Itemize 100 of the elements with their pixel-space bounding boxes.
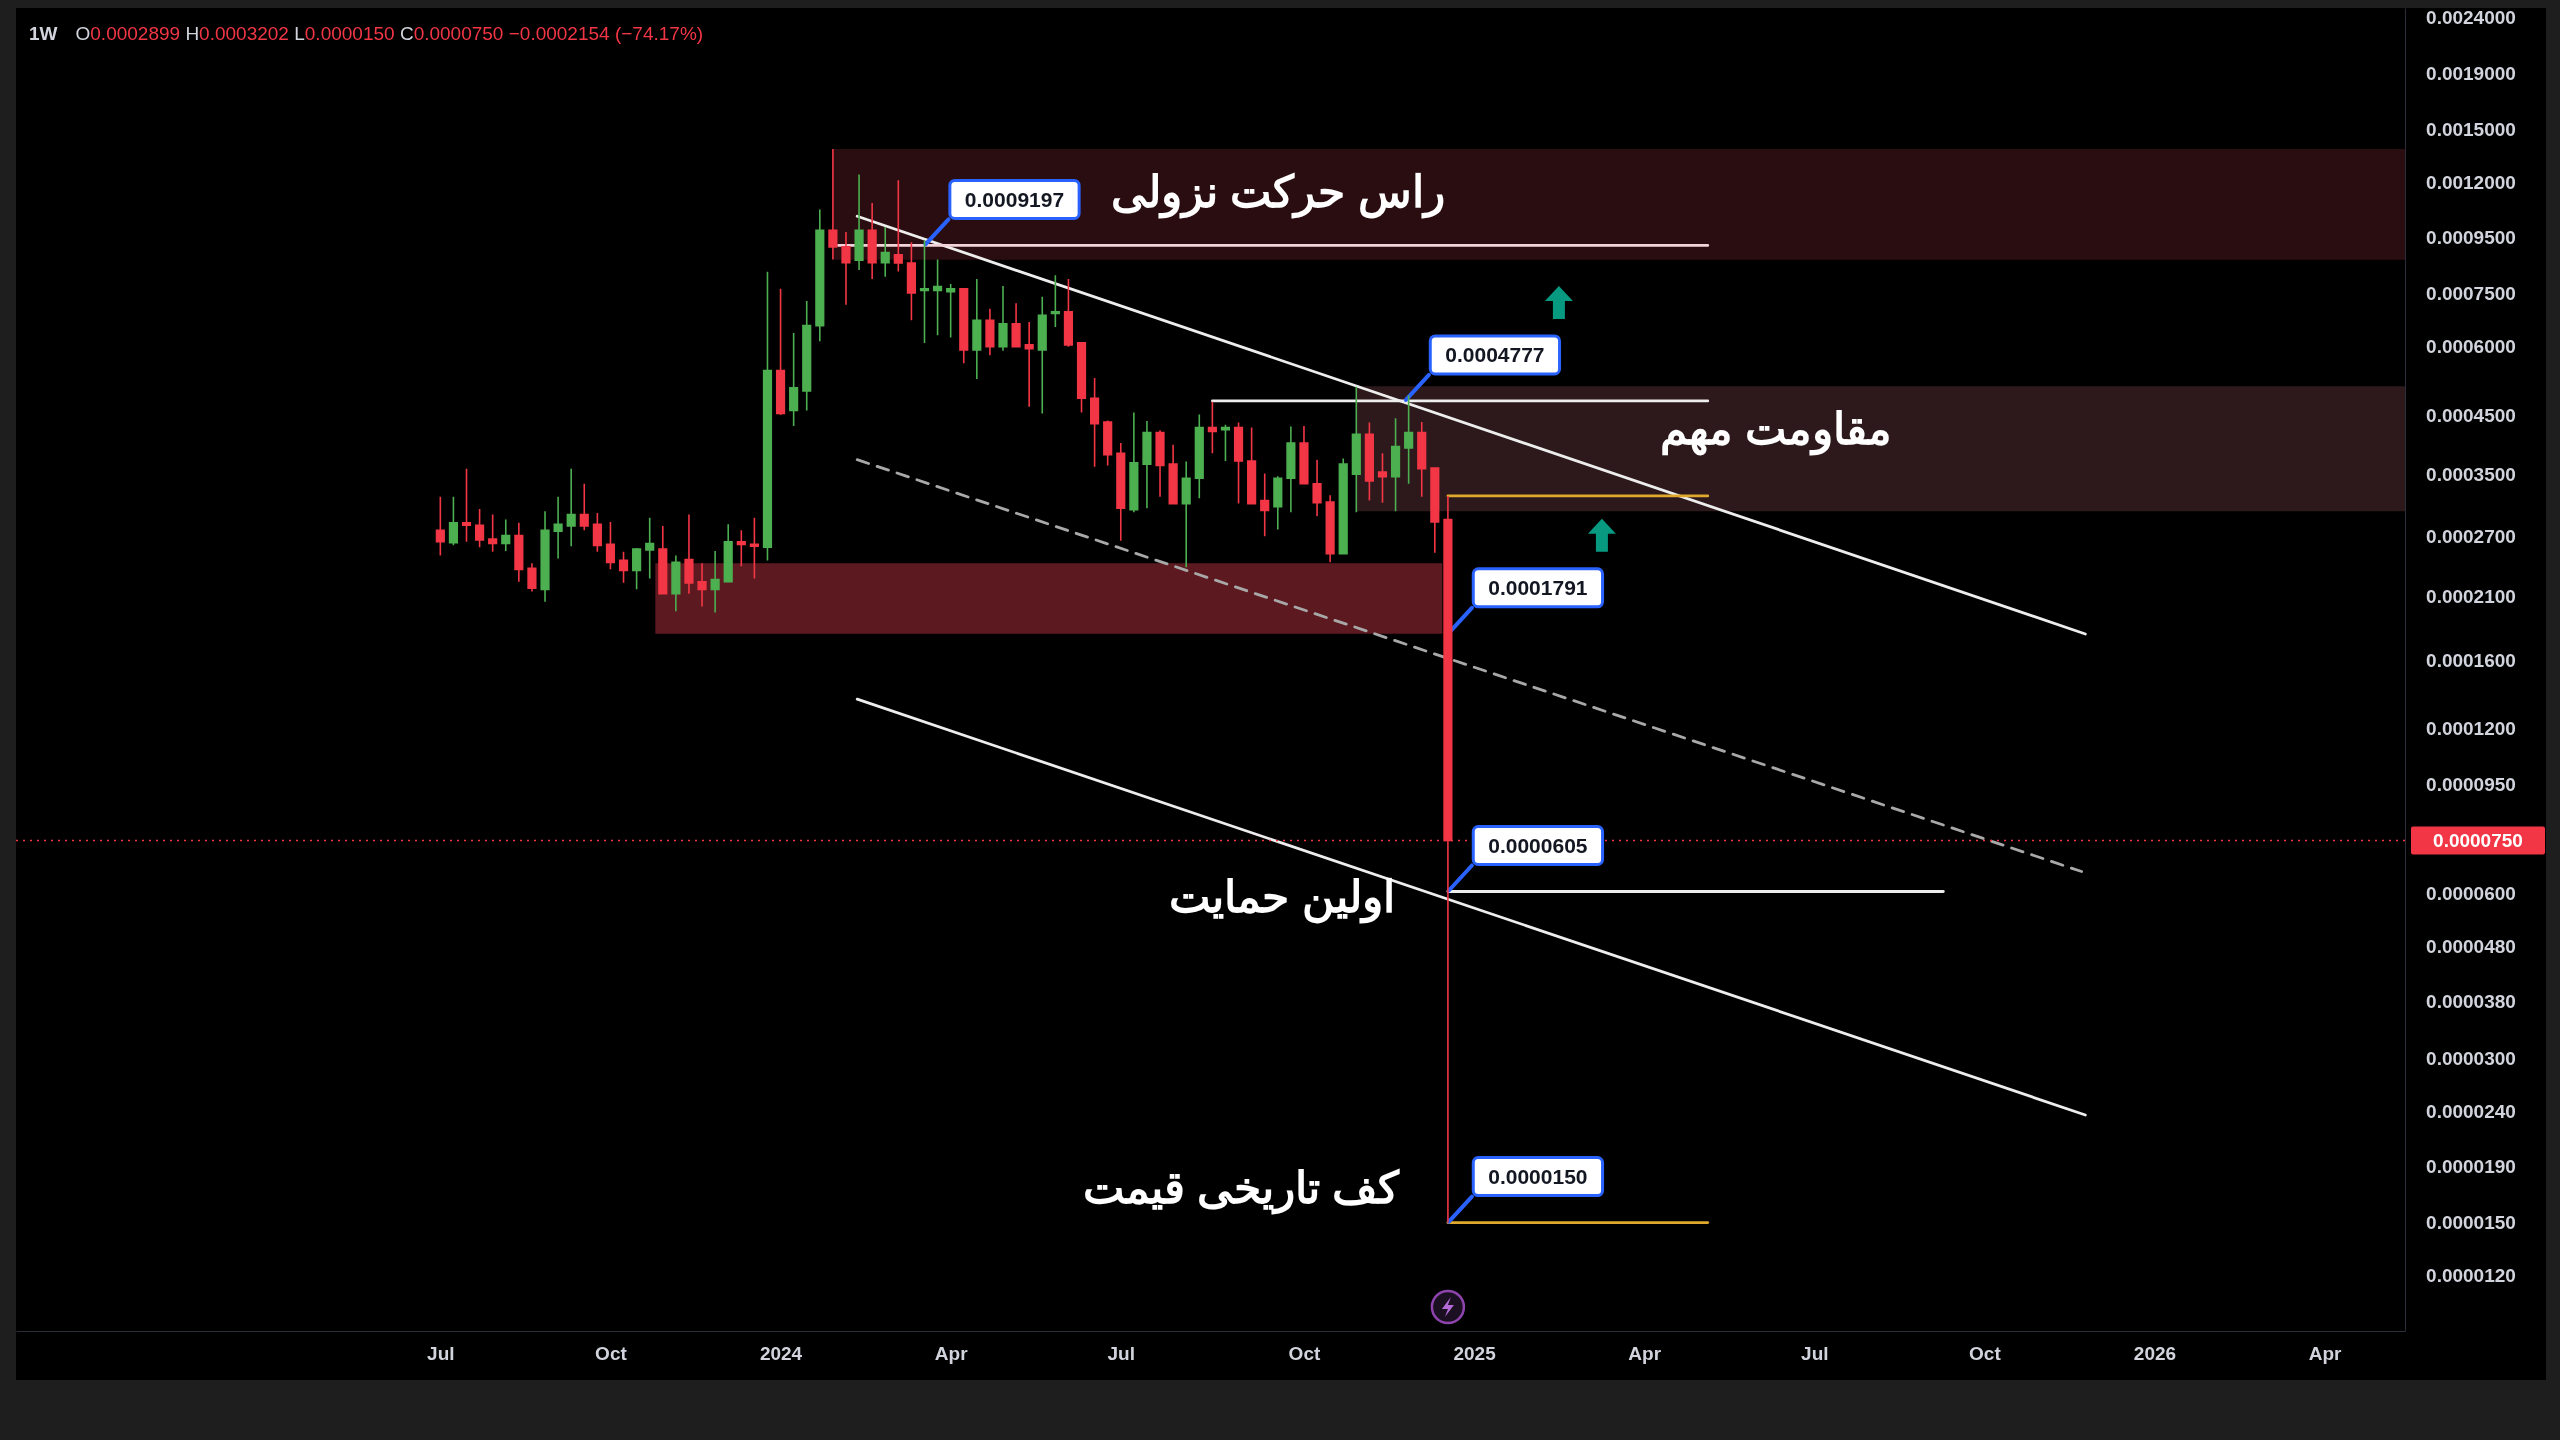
- candlestick: [1116, 442, 1126, 542]
- candlestick: [906, 241, 916, 322]
- y-tick-label: 0.0000300: [2426, 1047, 2516, 1069]
- candlestick: [749, 516, 759, 580]
- ref-line-label: 0.0000750: [2433, 829, 2523, 851]
- x-tick-label: Apr: [2308, 1343, 2343, 1365]
- candlestick: [540, 510, 550, 603]
- candlestick: [1103, 419, 1113, 467]
- candlestick: [1063, 278, 1074, 348]
- candlestick: [501, 518, 511, 552]
- candlestick: [553, 495, 563, 560]
- candlestick: [1233, 421, 1244, 505]
- y-tick-label: 0.0006000: [2426, 336, 2516, 358]
- candlestick: [815, 208, 825, 343]
- candlestick: [802, 300, 812, 412]
- candlestick: [671, 554, 681, 613]
- annotation: 0.0000150: [1488, 1165, 1588, 1189]
- x-tick-label: Jul: [427, 1343, 455, 1365]
- y-tick-label: 0.0001600: [2426, 650, 2516, 672]
- candlestick: [697, 562, 707, 608]
- annotation: راس حرکت نزولی: [1111, 166, 1445, 219]
- x-tick-label: Jul: [1801, 1343, 1829, 1365]
- candlestick: [1011, 302, 1021, 349]
- candlestick: [854, 173, 864, 271]
- y-tick-label: 0.0000380: [2426, 991, 2516, 1013]
- y-tick-label: 0.0000480: [2426, 936, 2516, 958]
- candlestick: [645, 516, 655, 580]
- candlestick: [723, 523, 733, 583]
- candlestick: [684, 513, 694, 595]
- candlestick: [1390, 417, 1401, 513]
- x-tick-label: Apr: [934, 1343, 969, 1365]
- candlestick: [880, 226, 890, 278]
- candlestick: [775, 288, 786, 416]
- y-tick-label: 0.0000120: [2426, 1265, 2516, 1287]
- y-tick-label: 0.0000600: [2426, 883, 2516, 905]
- y-tick-label: 0.0009500: [2426, 227, 2516, 249]
- candlestick: [932, 258, 943, 337]
- candlestick: [566, 467, 576, 548]
- candlestick: [1090, 377, 1100, 468]
- candlestick: [867, 202, 877, 280]
- candlestick: [789, 332, 799, 427]
- x-tick-label: Oct: [1969, 1343, 2002, 1365]
- y-tick-label: 0.0004500: [2426, 404, 2516, 426]
- candlestick: [1260, 472, 1270, 538]
- y-tick-label: 0.0012000: [2426, 171, 2516, 193]
- annotation: 0.0009197: [964, 187, 1065, 211]
- y-tick-label: 0.0007500: [2426, 283, 2516, 305]
- y-tick-label: 0.0001200: [2426, 718, 2516, 740]
- candlestick: [605, 521, 616, 571]
- candlestick: [461, 467, 472, 543]
- candlestick: [618, 551, 629, 584]
- annotation: مقاومت مهم: [1659, 403, 1893, 456]
- candlestick: [828, 148, 838, 261]
- candlestick: [1037, 295, 1047, 415]
- candlestick: [1351, 385, 1361, 513]
- candlestick: [919, 239, 930, 344]
- candlestick: [1168, 444, 1178, 506]
- candlestick: [1338, 457, 1348, 555]
- candlestick: [1181, 460, 1191, 569]
- candlestick: [1220, 423, 1231, 462]
- text: 1W: [29, 23, 58, 44]
- candlestick: [579, 482, 589, 532]
- candlestick: [972, 278, 982, 380]
- candlestick: [985, 308, 995, 357]
- y-tick-label: 0.0019000: [2426, 62, 2516, 84]
- annotation: 0.0004777: [1445, 343, 1545, 367]
- candlestick: [488, 513, 498, 553]
- y-tick-label: 0.0000240: [2426, 1100, 2516, 1122]
- candlestick: [1312, 458, 1322, 517]
- text: O0.0002899 H0.0003202 L0.0000150 C0.0000750 −0.0002154 (−74.17%): [75, 23, 704, 44]
- candlestick: [1286, 425, 1296, 513]
- candlestick: [893, 179, 903, 273]
- candlestick: [1377, 452, 1388, 504]
- candlestick: [632, 547, 642, 591]
- candlestick: [1129, 411, 1139, 513]
- x-tick-label: Oct: [1288, 1343, 1321, 1365]
- candlestick: [710, 550, 720, 614]
- candlestick: [959, 288, 969, 364]
- y-tick-label: 0.0000150: [2426, 1212, 2516, 1234]
- candlestick: [998, 285, 1008, 352]
- candlestick: [1155, 429, 1165, 498]
- candlestick: [1194, 413, 1204, 500]
- y-tick-label: 0.0015000: [2426, 118, 2516, 140]
- candlestick: [762, 270, 773, 562]
- candlestick: [448, 495, 459, 547]
- candlestick: [1076, 342, 1087, 414]
- annotation: 0.0001791: [1488, 576, 1588, 600]
- candlestick: [592, 512, 602, 553]
- candlestick: [1404, 394, 1414, 485]
- candlestick: [1364, 421, 1374, 502]
- candlestick: [1142, 420, 1152, 510]
- x-tick-label: 2026: [2133, 1343, 2177, 1365]
- y-tick-label: 0.0002100: [2426, 585, 2516, 607]
- x-tick-label: Jul: [1107, 1343, 1135, 1365]
- y-tick-label: 0.0003500: [2426, 464, 2516, 486]
- annotation: اولین حمایت: [1169, 871, 1395, 924]
- x-tick-label: Oct: [595, 1343, 628, 1365]
- candlestick: [514, 521, 524, 583]
- candlestick: [1430, 467, 1440, 554]
- y-tick-label: 0.0000190: [2426, 1156, 2516, 1178]
